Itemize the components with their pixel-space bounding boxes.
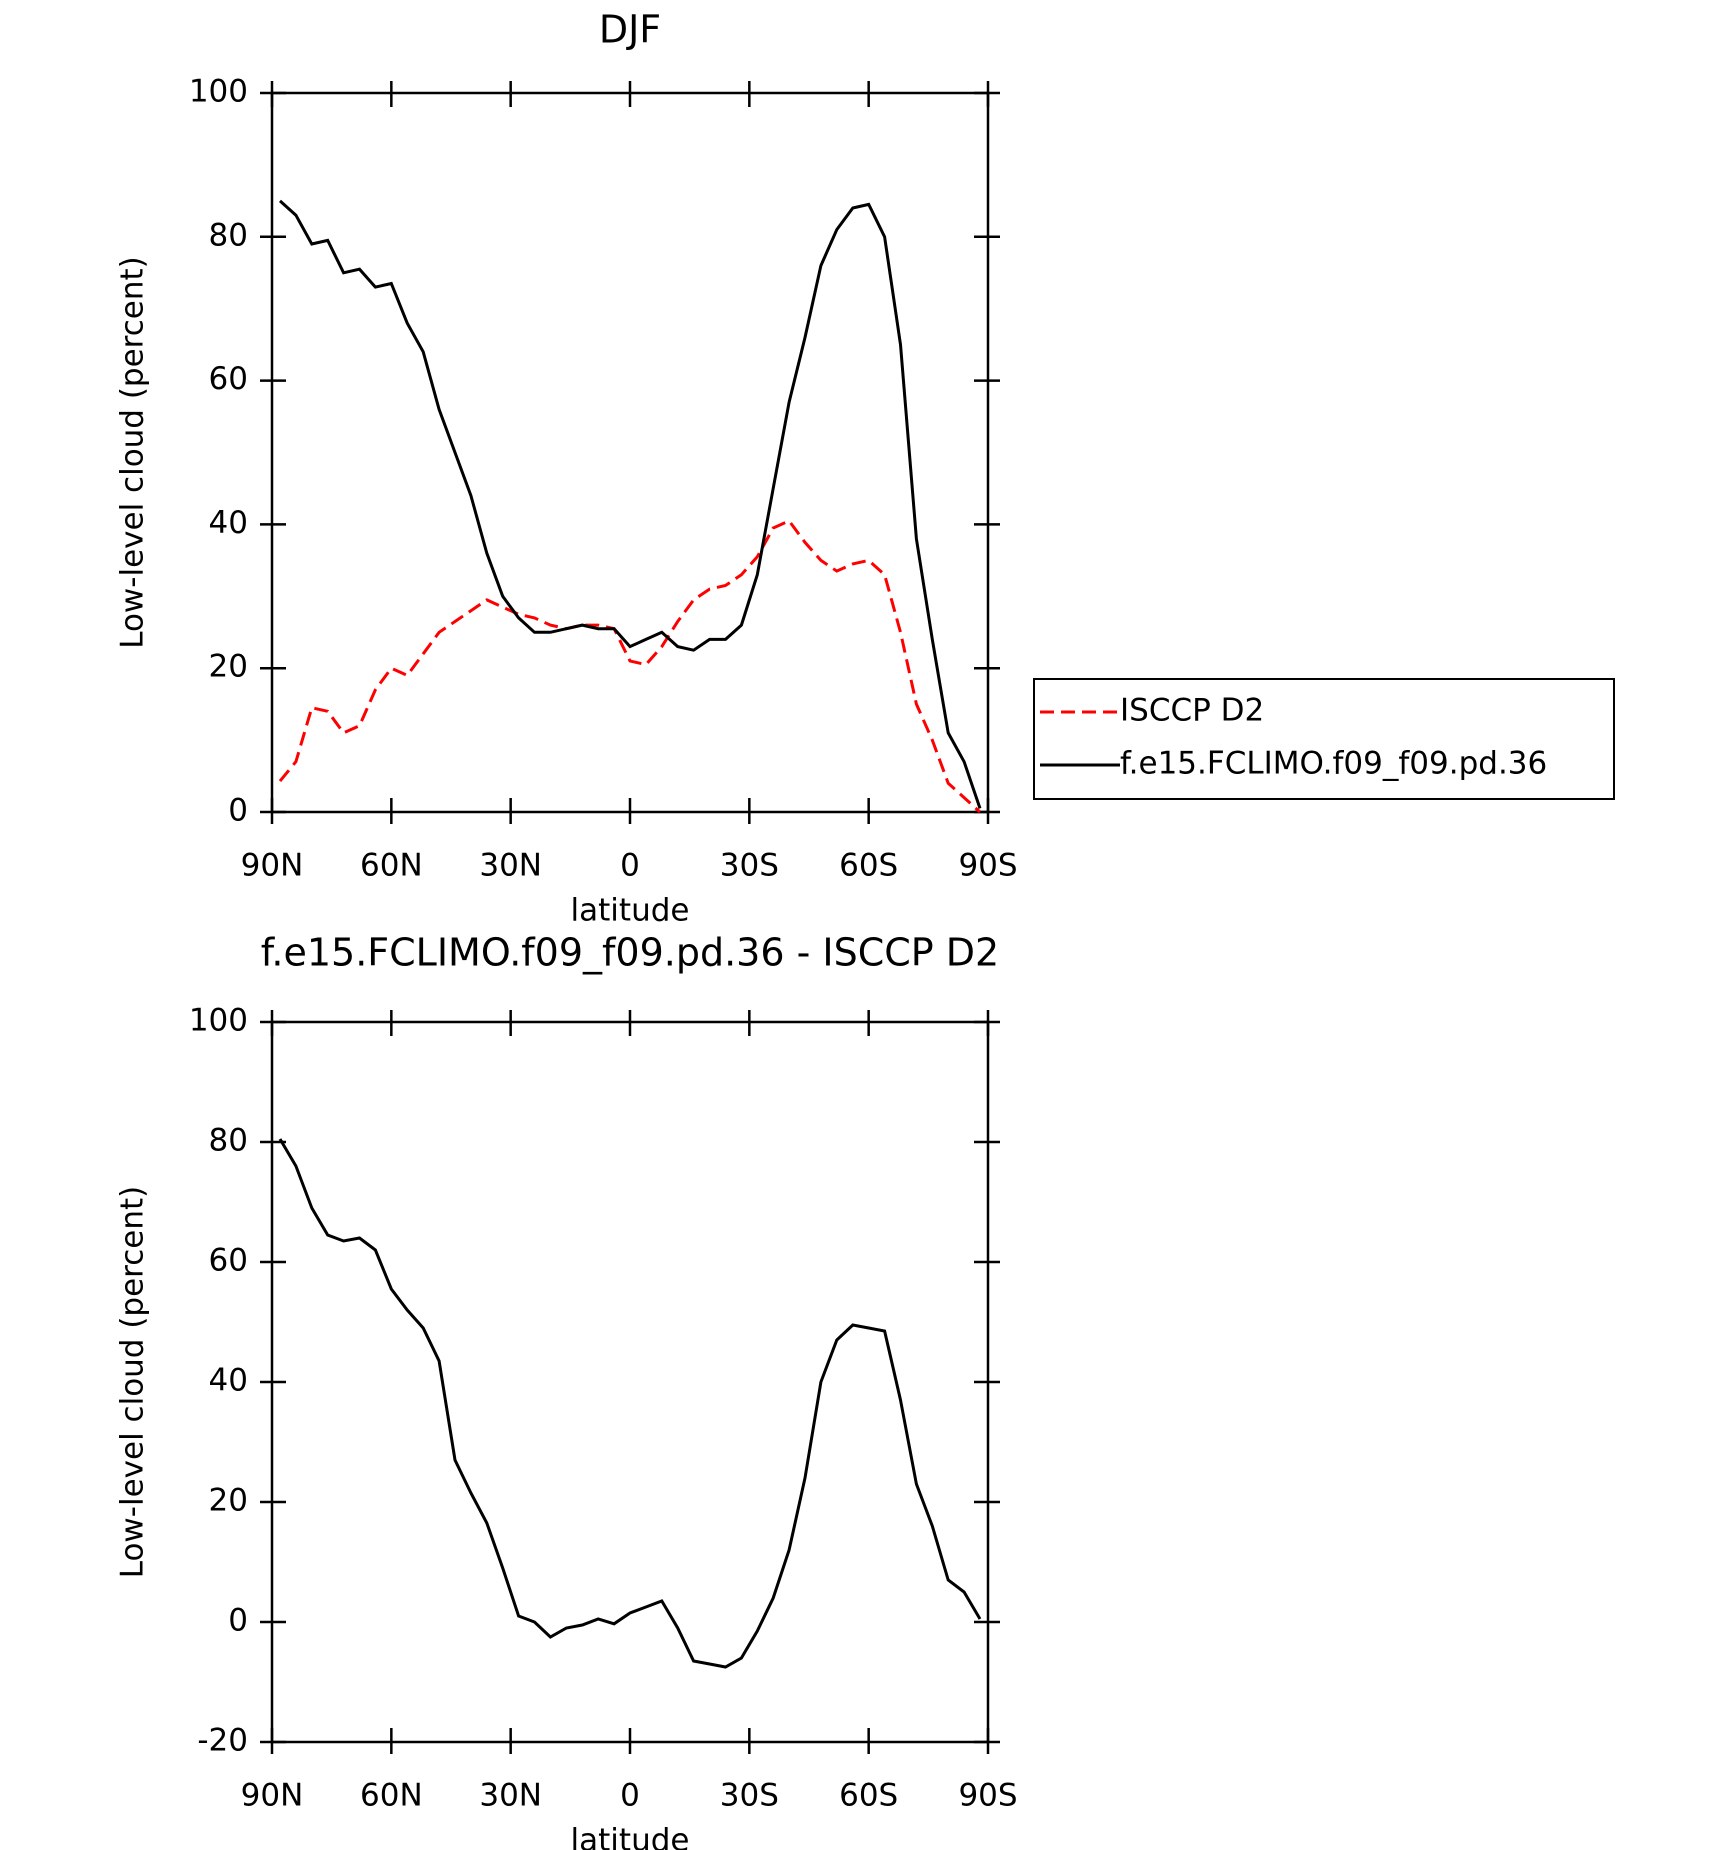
x-tick-label: 30S (720, 1778, 779, 1814)
y-tick-label: 80 (209, 217, 248, 253)
y-tick-label: 60 (209, 1243, 248, 1279)
x-tick-label: 60N (360, 848, 423, 884)
x-tick-label: 90S (958, 1778, 1017, 1814)
x-tick-label: 30N (479, 848, 542, 884)
x-tick-label: 90N (241, 1778, 304, 1814)
y-tick-label: -20 (197, 1723, 248, 1759)
y-tick-label: 20 (209, 1483, 248, 1519)
y-tick-label: 20 (209, 649, 248, 685)
chart-title: f.e15.FCLIMO.f09_f09.pd.36 - ISCCP D2 (261, 931, 999, 975)
data-line (278, 518, 982, 814)
y-tick-label: 0 (228, 1603, 248, 1639)
legend-label: f.e15.FCLIMO.f09_f09.pd.36 (1120, 746, 1547, 782)
y-tick-label: 80 (209, 1123, 248, 1159)
x-tick-label: 0 (620, 848, 640, 884)
x-tick-label: 0 (620, 1778, 640, 1814)
x-tick-label: 90S (958, 848, 1017, 884)
plot-frame (270, 91, 990, 814)
y-tick-label: 40 (209, 1363, 248, 1399)
legend-label: ISCCP D2 (1120, 693, 1264, 729)
x-axis-label: latitude (571, 893, 690, 929)
y-tick-label: 100 (189, 1003, 248, 1039)
x-tick-label: 90N (241, 848, 304, 884)
x-tick-label: 30N (479, 1778, 542, 1814)
y-tick-label: 100 (189, 74, 248, 110)
y-axis-label: Low-level cloud (percent) (115, 1186, 151, 1579)
y-tick-label: 60 (209, 361, 248, 397)
chart-title: DJF (599, 8, 661, 52)
plot-frame (270, 1020, 990, 1744)
x-tick-label: 30S (720, 848, 779, 884)
y-tick-label: 0 (228, 793, 248, 829)
x-axis-label: latitude (571, 1823, 690, 1850)
x-tick-label: 60S (839, 848, 898, 884)
y-axis-label: Low-level cloud (percent) (115, 256, 151, 649)
data-line (278, 1138, 982, 1669)
data-line (278, 199, 982, 809)
x-tick-label: 60S (839, 1778, 898, 1814)
y-tick-label: 40 (209, 505, 248, 541)
legend-box (1033, 678, 1615, 800)
x-tick-label: 60N (360, 1778, 423, 1814)
